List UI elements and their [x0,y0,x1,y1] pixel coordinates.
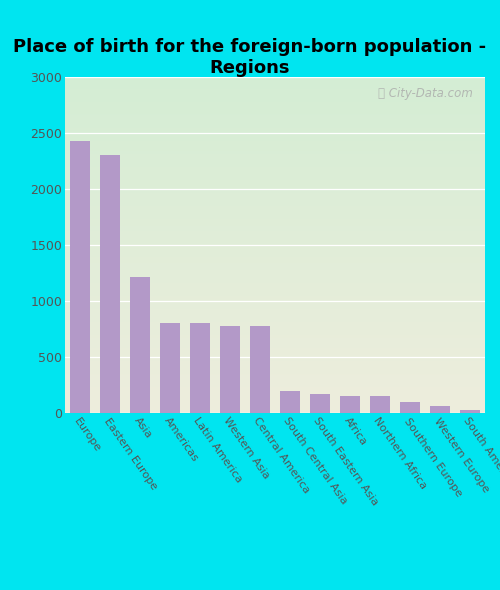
Bar [130,277,150,413]
Bar [250,326,270,413]
Bar [460,410,480,413]
Bar [310,394,330,413]
Bar [70,140,90,413]
Bar [100,155,120,413]
Bar [190,323,210,413]
Text: ⓘ City-Data.com: ⓘ City-Data.com [378,87,472,100]
Text: Place of birth for the foreign-born population -
Regions: Place of birth for the foreign-born popu… [14,38,486,77]
Bar [400,402,420,413]
Bar [160,323,180,413]
Bar [340,396,360,413]
Bar [220,326,240,413]
Bar [280,391,300,413]
Bar [430,406,450,413]
Bar [370,396,390,413]
